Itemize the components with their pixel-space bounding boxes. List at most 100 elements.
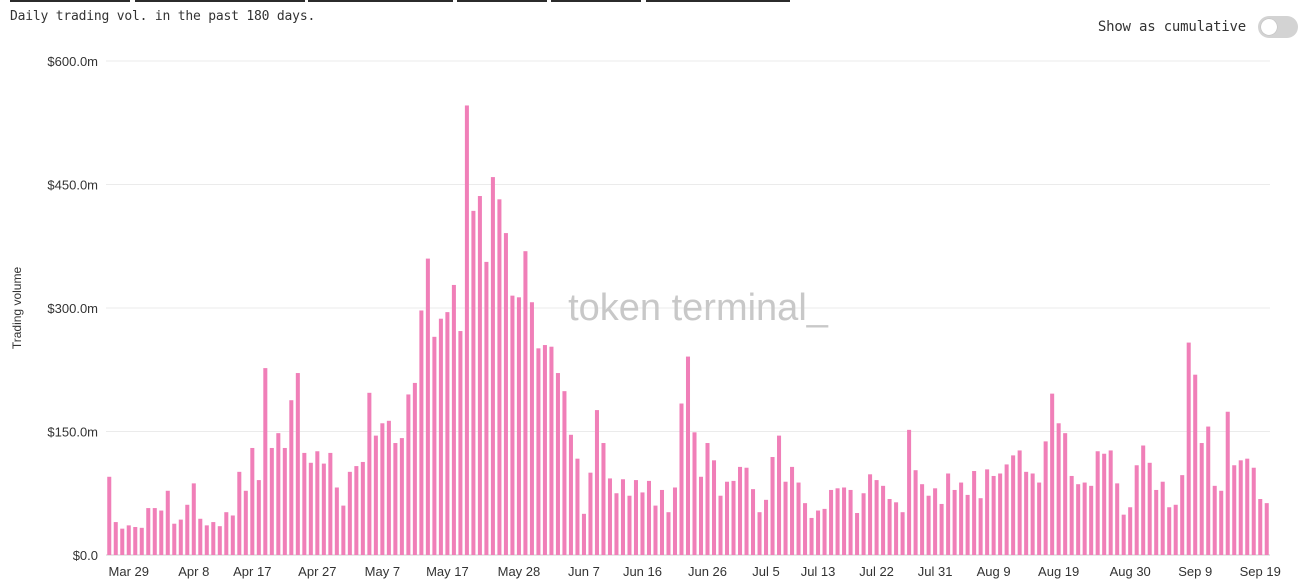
bar[interactable] [764,499,769,555]
bar[interactable] [133,527,138,555]
bar[interactable] [445,312,450,555]
bar[interactable] [1030,473,1035,555]
bar[interactable] [516,297,521,555]
tab-stub[interactable] [551,0,641,2]
bar[interactable] [503,233,508,555]
bar[interactable] [341,505,346,555]
bar[interactable] [568,434,573,555]
bar[interactable] [1102,453,1107,555]
bar[interactable] [1264,503,1269,555]
bar[interactable] [523,251,528,555]
bar[interactable] [250,447,255,555]
bar[interactable] [360,461,365,555]
bar[interactable] [575,458,580,555]
bar[interactable] [985,469,990,555]
bar[interactable] [1212,485,1217,555]
bar[interactable] [685,356,691,555]
bar[interactable] [848,489,853,555]
bar[interactable] [998,473,1003,555]
bar[interactable] [672,487,678,555]
bar[interactable] [620,479,625,555]
bar[interactable] [204,525,209,555]
bar[interactable] [237,471,242,555]
tab-stub[interactable] [135,0,305,2]
bar[interactable] [1238,460,1243,555]
bar[interactable] [822,508,827,555]
bar[interactable] [113,522,118,555]
bar[interactable] [731,480,736,555]
bar[interactable] [282,447,287,555]
bar[interactable] [1082,482,1087,555]
bar[interactable] [230,515,235,555]
bar[interactable] [1147,462,1152,555]
bar[interactable] [373,435,378,555]
bar[interactable] [1193,374,1198,555]
bar[interactable] [1050,393,1055,555]
bar[interactable] [959,482,964,555]
bar[interactable] [1089,485,1094,555]
bar[interactable] [770,457,775,555]
bar[interactable] [887,499,892,555]
bar[interactable] [412,382,417,555]
bar[interactable] [1095,451,1100,555]
bar[interactable] [952,489,957,555]
bar[interactable] [920,484,925,555]
bar[interactable] [790,466,795,555]
bar[interactable] [1206,426,1211,555]
bar[interactable] [1173,504,1178,555]
bar[interactable] [354,466,359,555]
bar[interactable] [1108,450,1113,555]
bar[interactable] [308,462,313,555]
bar[interactable] [1121,514,1126,555]
bar[interactable] [334,487,339,555]
bar[interactable] [438,318,443,555]
bar[interactable] [185,504,190,555]
bar[interactable] [1056,423,1061,555]
bar[interactable] [490,177,495,555]
bar[interactable] [178,519,183,555]
bar[interactable] [393,443,398,555]
bar[interactable] [894,502,899,555]
bar[interactable] [627,495,632,555]
bar[interactable] [295,373,300,555]
bar[interactable] [1115,483,1120,555]
bar[interactable] [653,505,658,555]
bar[interactable] [744,467,749,555]
tab-stub[interactable] [646,0,790,2]
bar[interactable] [406,394,411,555]
bar[interactable] [1225,411,1230,555]
bar[interactable] [198,518,203,555]
bar[interactable] [529,302,534,555]
bar[interactable] [471,210,476,555]
bar[interactable] [933,488,938,555]
bar[interactable] [633,480,638,555]
bar[interactable] [614,493,619,555]
bar[interactable] [666,512,671,555]
bar[interactable] [738,466,743,555]
bar[interactable] [1004,464,1009,555]
bar[interactable] [1258,499,1263,555]
bar[interactable] [939,503,944,555]
bar[interactable] [191,483,196,555]
bar[interactable] [425,258,430,555]
bar[interactable] [588,472,593,555]
bar[interactable] [549,346,554,555]
bar[interactable] [347,471,352,555]
bar[interactable] [679,403,684,555]
bar[interactable] [757,512,762,555]
bar[interactable] [1043,441,1048,555]
bar[interactable] [594,410,599,555]
bar[interactable] [464,105,469,556]
bar[interactable] [542,345,547,555]
bar[interactable] [451,284,456,555]
bar[interactable] [315,451,320,555]
bar[interactable] [978,498,983,555]
bar[interactable] [126,525,131,555]
bar[interactable] [1160,481,1165,555]
bar[interactable] [1199,443,1204,555]
bar[interactable] [777,435,782,555]
bar[interactable] [1017,450,1022,555]
bar[interactable] [1069,475,1074,555]
bar[interactable] [1154,489,1159,555]
bar[interactable] [120,528,125,555]
